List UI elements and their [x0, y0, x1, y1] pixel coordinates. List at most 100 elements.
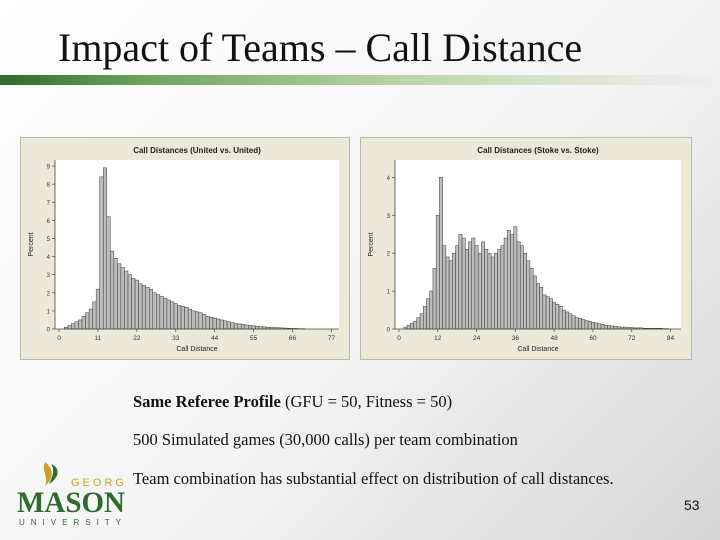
y-tick-label: 7	[47, 201, 51, 207]
y-tick-label: 8	[47, 183, 51, 189]
conclusion-line: Team combination has substantial effect …	[133, 469, 614, 488]
histogram-bar	[487, 252, 492, 330]
histogram-bar	[549, 298, 553, 330]
histogram-bar	[248, 325, 253, 330]
histogram-bar	[500, 245, 505, 330]
histogram-bar	[477, 252, 482, 330]
y-tick-label: 2	[387, 252, 391, 258]
x-tick-label: 48	[551, 335, 559, 342]
histogram-bar	[494, 252, 498, 330]
histogram-bar	[406, 324, 411, 330]
histogram-bar	[552, 302, 557, 330]
histogram-bar	[212, 317, 217, 330]
histogram-bar	[597, 323, 602, 330]
logo-top-text: GEORGE	[71, 477, 127, 489]
histogram-bar	[442, 245, 447, 330]
y-tick-label: 6	[47, 219, 51, 225]
histogram-bar	[604, 324, 608, 330]
x-tick-label: 0	[57, 335, 61, 342]
logo-main-text: MASON	[17, 486, 125, 519]
y-axis-label: Percent	[28, 232, 35, 256]
simulation-line: 500 Simulated games (30,000 calls) per t…	[133, 430, 518, 449]
slide-title: Impact of Teams – Call Distance	[58, 25, 583, 70]
histogram-bar	[571, 315, 576, 330]
y-tick-label: 5	[47, 237, 51, 243]
histogram-bar	[410, 323, 414, 330]
histogram-bar	[106, 216, 111, 330]
histogram-bar	[439, 177, 443, 330]
histogram-bar	[510, 233, 515, 330]
histogram-bar	[594, 322, 599, 330]
histogram-bar	[539, 287, 544, 330]
histogram-bar	[555, 304, 560, 330]
histogram-bar	[600, 324, 605, 330]
histogram-bar	[74, 321, 79, 330]
x-tick-label: 66	[289, 335, 297, 342]
y-tick-label: 3	[387, 214, 391, 220]
histogram-bar	[591, 321, 595, 330]
x-tick-label: 0	[397, 335, 401, 342]
y-tick-label: 1	[47, 309, 51, 315]
histogram-bar	[416, 317, 421, 330]
histogram-bar	[474, 245, 479, 330]
histogram-bar	[163, 297, 168, 330]
histogram-bar	[419, 313, 424, 330]
histogram-bar	[523, 252, 527, 330]
histogram-bar	[173, 303, 178, 330]
x-tick-label: 11	[95, 335, 102, 342]
y-tick-label: 0	[387, 328, 391, 334]
histogram-bar	[461, 237, 466, 330]
chart-title: Call Distances (United vs. United)	[133, 146, 261, 155]
histogram-bar	[568, 313, 573, 330]
histogram-bar	[226, 321, 231, 330]
histogram-bar	[177, 305, 182, 330]
histogram-bar	[184, 307, 189, 330]
y-tick-label: 2	[47, 291, 51, 297]
histogram-panel-stoke: Call Distances (Stoke vs. Stoke) Call Dis…	[360, 137, 692, 360]
histogram-bar	[85, 312, 90, 330]
x-tick-label: 24	[473, 335, 481, 342]
histogram-bar	[230, 322, 235, 330]
histogram-bar	[141, 285, 146, 330]
histogram-bar	[95, 288, 100, 330]
histogram-bar	[455, 245, 460, 330]
histogram-bar	[587, 321, 592, 330]
histogram-bar	[452, 252, 456, 330]
histogram-bar	[429, 290, 434, 330]
histogram-bar	[610, 325, 615, 330]
histogram-bar	[519, 245, 524, 330]
histogram-bar	[574, 317, 579, 330]
histogram-bar	[558, 306, 563, 330]
x-tick-label: 55	[250, 335, 258, 342]
histogram-bar	[180, 306, 185, 330]
histogram-bar	[78, 319, 83, 330]
x-tick-label: 22	[133, 335, 141, 342]
histogram-bar	[166, 299, 171, 330]
histogram-bar	[435, 215, 440, 330]
histogram-bar	[67, 325, 72, 330]
histogram-bar	[607, 325, 611, 330]
chart-title: Call Distances (Stoke vs. Stoke)	[477, 146, 599, 155]
x-tick-label: 36	[512, 335, 520, 342]
histogram-bar	[490, 256, 495, 330]
x-tick-label: 12	[434, 335, 442, 342]
histogram-bar	[542, 294, 547, 330]
y-axis-label: Percent	[368, 232, 375, 256]
y-tick-label: 9	[47, 165, 51, 171]
referee-profile-values: (GFU = 50, Fitness = 50)	[280, 392, 453, 411]
y-tick-label: 4	[387, 176, 391, 182]
histogram-bar	[481, 241, 485, 330]
histogram-bar	[209, 316, 214, 330]
y-tick-label: 3	[47, 273, 51, 279]
histogram-bar	[468, 241, 472, 330]
histogram-bar	[413, 321, 418, 330]
histogram-bar	[565, 311, 569, 330]
histogram-bar	[237, 323, 242, 330]
histogram-bar	[152, 292, 157, 330]
histogram-panel-united: Call Distances (United vs. United) Call D…	[20, 137, 350, 360]
histogram-bar	[432, 268, 437, 330]
x-tick-label: 84	[667, 335, 675, 342]
histogram-bar	[233, 323, 238, 330]
histogram-bar	[159, 296, 164, 330]
x-tick-label: 77	[328, 335, 336, 342]
